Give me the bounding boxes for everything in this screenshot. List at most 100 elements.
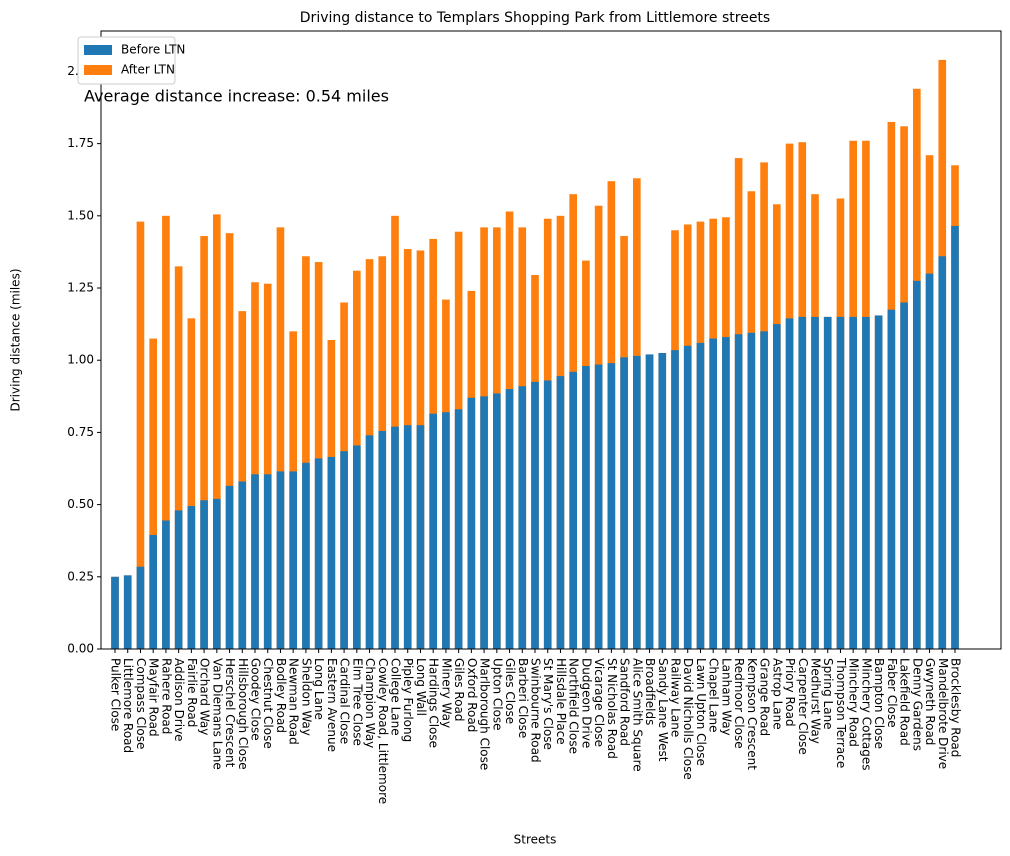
x-tick-label: Cardinal Close [338, 658, 352, 744]
bar [734, 334, 743, 649]
bar [225, 485, 234, 649]
x-tick-label: Gwyneth Road [923, 658, 937, 745]
bar [353, 445, 361, 649]
bar [263, 283, 272, 649]
legend-swatch [84, 45, 112, 55]
bar [162, 215, 170, 649]
bar [314, 458, 323, 649]
bar [123, 575, 132, 649]
bar [111, 576, 119, 649]
bar [760, 331, 768, 649]
x-tick-label: Compass Close [134, 658, 148, 749]
y-tick-label: 1.50 [67, 208, 94, 222]
x-tick-label: Lanham Way [719, 658, 733, 736]
bar [136, 221, 145, 649]
bar [429, 413, 437, 649]
x-tick-label: Spring Lane [821, 658, 835, 730]
bar [174, 266, 183, 649]
bar [314, 262, 323, 649]
x-axis-label: Streets [514, 833, 557, 847]
x-tick-label: Dudgeon Drive [579, 658, 593, 748]
x-tick-label: Thompson Terrace [834, 657, 848, 768]
y-tick-label: 1.75 [67, 136, 94, 150]
bar [493, 393, 501, 649]
bar [454, 409, 463, 649]
x-tick-label: David Nicholls Close [681, 658, 695, 780]
bar [302, 462, 310, 649]
y-tick-label: 0.00 [67, 642, 94, 656]
y-tick-label: 0.25 [67, 569, 94, 583]
x-tick-label: Bampton Close [872, 658, 886, 749]
bar [811, 316, 819, 649]
x-tick-label: Minchery Cottages [859, 658, 873, 770]
x-tick-label: Pulker Close [109, 658, 123, 731]
bar [187, 506, 196, 649]
x-tick-label: Barberi Close [516, 658, 530, 738]
x-tick-label: St Mary's Close [541, 658, 555, 750]
x-tick-label: Sheldon Way [299, 658, 313, 736]
bar [925, 273, 934, 649]
y-tick-label: 0.50 [67, 497, 94, 511]
bar [633, 355, 641, 649]
bar [518, 386, 527, 649]
x-tick-label: Alice Smith Square [630, 658, 644, 772]
x-tick-label: Rahere Road [159, 658, 173, 734]
bar [556, 376, 565, 649]
bar [696, 342, 705, 649]
x-tick-label: Giles Close [503, 658, 517, 724]
bar [238, 481, 247, 649]
x-tick-label: Fairlie Road [185, 658, 199, 727]
bar [340, 451, 348, 649]
x-tick-label: Mandelbrote Drive [936, 658, 950, 769]
bar [327, 456, 336, 649]
bar [442, 412, 450, 649]
x-tick-label: Broadfields [643, 658, 657, 725]
y-tick-label: 1.00 [67, 353, 94, 367]
x-tick-label: Medhurst Way [809, 658, 823, 744]
bar [683, 345, 692, 649]
bar [938, 256, 947, 649]
bar [391, 426, 399, 649]
legend-label: Before LTN [121, 43, 185, 57]
x-tick-label: Lakefield Road [898, 658, 912, 746]
y-axis-label: Driving distance (miles) [9, 269, 23, 412]
x-tick-label: Brocklesby Road [949, 658, 963, 757]
bar [531, 381, 539, 649]
chart-title: Driving distance to Templars Shopping Pa… [300, 10, 770, 26]
x-tick-label: Oxford Road [465, 658, 479, 732]
bar [836, 316, 845, 649]
x-tick-label: Pipley Furlong [401, 658, 415, 742]
x-tick-label: Giles Road [452, 658, 466, 722]
x-tick-label: Eastern Avenue [325, 658, 339, 752]
x-tick-label: Orchard Way [198, 658, 212, 735]
legend-label: After LTN [121, 63, 175, 77]
bar [276, 227, 285, 649]
x-tick-label: Grange Road [758, 658, 772, 736]
x-tick-label: Hillsdale Place [554, 658, 568, 745]
x-tick-label: Faber Close [885, 658, 899, 728]
bar [823, 316, 832, 649]
x-tick-label: Marlborough Close [478, 658, 492, 770]
x-tick-label: Railway Lane [669, 658, 683, 737]
bar [200, 236, 208, 649]
bar [913, 280, 921, 649]
bar [302, 256, 310, 649]
bar [251, 474, 259, 649]
x-tick-label: Lawn Upton Close [694, 658, 708, 766]
bar [505, 389, 514, 649]
bar [849, 316, 857, 649]
x-tick-label: Champion Way [363, 658, 377, 748]
bar [213, 498, 221, 649]
x-tick-label: Redmoor Close [732, 658, 746, 749]
bar [174, 510, 183, 649]
bar [416, 425, 425, 649]
bar [365, 435, 374, 649]
bar [658, 352, 667, 649]
x-tick-label: College Lane [389, 658, 403, 736]
x-tick-label: Upton Close [490, 658, 504, 731]
bar [874, 315, 883, 649]
bar [671, 350, 679, 649]
x-tick-label: Herschel Crescent [223, 658, 237, 768]
x-tick-label: Minery Way [439, 658, 453, 728]
x-tick-label: Swinbourne Road [529, 658, 543, 763]
